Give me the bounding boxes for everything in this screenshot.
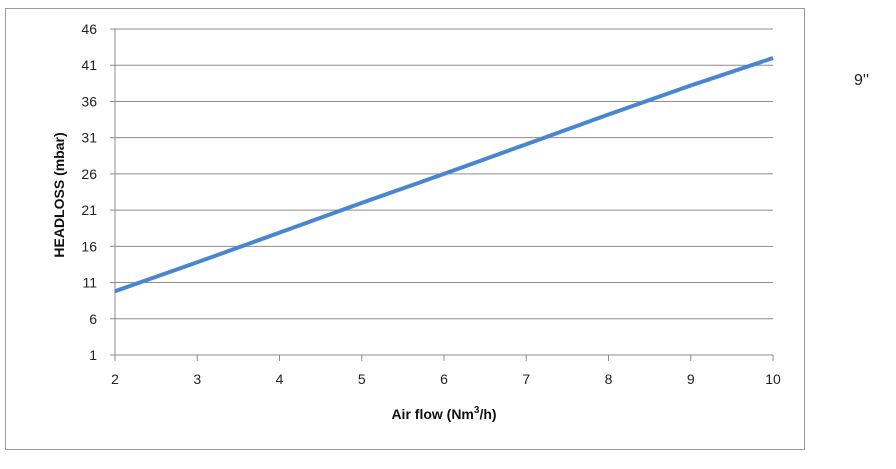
x-axis-title-superscript: 3 bbox=[474, 405, 480, 416]
x-tick-label: 3 bbox=[193, 371, 201, 387]
x-tick-labels: 2 3 4 5 6 7 8 9 10 bbox=[111, 371, 781, 387]
legend-entry: 9'' bbox=[854, 72, 870, 89]
gridlines bbox=[110, 28, 773, 356]
series-line bbox=[114, 56, 774, 294]
x-axis-title-main: Air flow (Nm bbox=[391, 406, 473, 422]
x-tick-label: 10 bbox=[765, 371, 781, 387]
axes bbox=[114, 29, 774, 361]
y-tick-label: 31 bbox=[81, 130, 97, 146]
x-tick-label: 4 bbox=[276, 371, 284, 387]
x-tick-label: 5 bbox=[358, 371, 366, 387]
line-chart: 46 41 36 31 26 21 16 11 6 1 2 3 4 5 6 7 8 9 10 HEADLOSS (… bbox=[51, 21, 781, 422]
x-tick-label: 9 bbox=[687, 371, 695, 387]
y-tick-label: 16 bbox=[81, 238, 97, 254]
y-tick-label: 6 bbox=[89, 311, 97, 327]
x-tick-label: 7 bbox=[522, 371, 530, 387]
x-tick-label: 6 bbox=[440, 371, 448, 387]
y-tick-labels: 46 41 36 31 26 21 16 11 6 1 bbox=[81, 21, 97, 363]
chart-frame: 46 41 36 31 26 21 16 11 6 1 2 3 4 5 6 7 8 9 10 HEADLOSS (… bbox=[5, 8, 805, 450]
y-tick-label: 26 bbox=[81, 166, 97, 182]
x-axis-title-tail: /h) bbox=[479, 406, 496, 422]
y-tick-label: 41 bbox=[81, 57, 97, 73]
y-tick-label: 11 bbox=[82, 275, 97, 291]
y-tick-label: 36 bbox=[81, 93, 97, 109]
y-axis-title: HEADLOSS (mbar) bbox=[51, 132, 67, 257]
y-tick-label: 21 bbox=[81, 202, 97, 218]
x-tick-label: 8 bbox=[605, 371, 613, 387]
series-lines bbox=[114, 56, 774, 294]
y-tick-label: 46 bbox=[81, 21, 97, 37]
y-tick-label: 1 bbox=[89, 347, 97, 363]
x-tick-label: 2 bbox=[111, 371, 119, 387]
x-axis-title: Air flow (Nm3/h) bbox=[391, 405, 496, 422]
